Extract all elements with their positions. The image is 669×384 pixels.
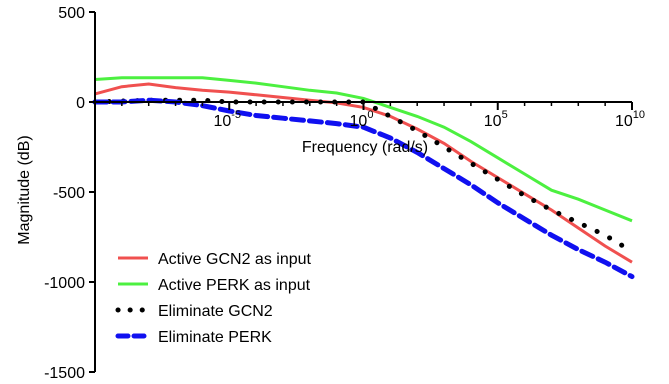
series-line-active-perk-as-input (94, 76, 633, 223)
x-tick-label: 105 (484, 109, 508, 130)
legend-label: Active GCN2 as input (158, 251, 312, 268)
legend: Active GCN2 as input Active PERK as input… (115, 251, 312, 346)
series-line-eliminate-perk (92, 97, 635, 280)
x-tick-label: 100 (350, 109, 374, 130)
axes (89, 11, 633, 373)
legend-label: Eliminate PERK (158, 329, 272, 346)
legend-label: Active PERK as input (158, 277, 311, 294)
x-tick-label: 1010 (615, 109, 645, 130)
y-axis-label: Magnitude (dB) (16, 135, 33, 244)
y-tick-label: -1500 (44, 365, 85, 382)
y-tick-label: -500 (53, 185, 85, 202)
x-tick-label: 10-5 (213, 109, 241, 130)
tick-labels: 500 0 -500 -1000 -1500 10-5 100 105 1010 (44, 5, 645, 382)
y-tick-label: 0 (76, 95, 85, 112)
x-axis-label: Frequency (rad/s) (302, 139, 428, 156)
y-tick-label: -1000 (44, 275, 85, 292)
y-tick-label: 500 (58, 5, 85, 22)
legend-label: Eliminate GCN2 (158, 303, 273, 320)
